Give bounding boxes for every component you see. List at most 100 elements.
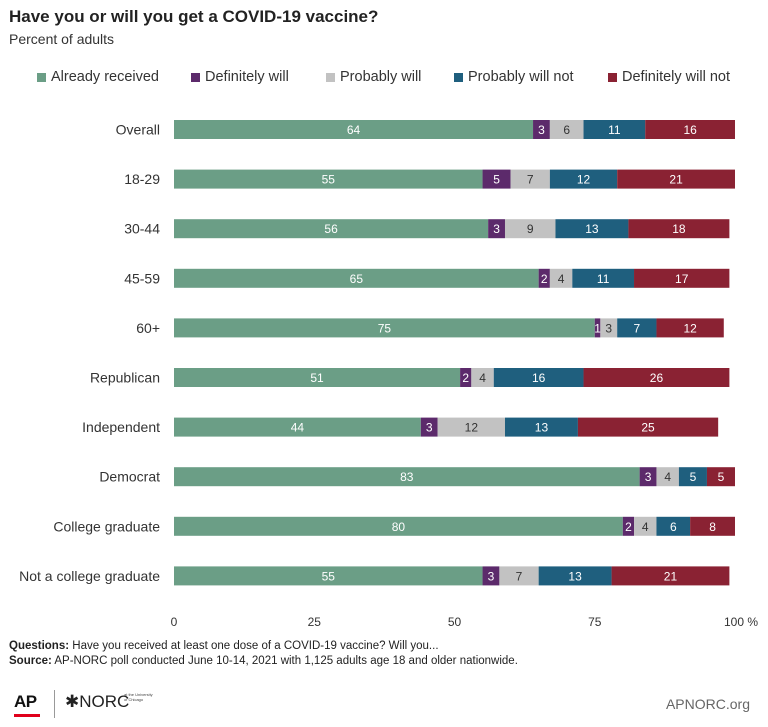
- questions-text: Have you received at least one dose of a…: [69, 640, 439, 652]
- category-label: 18-29: [124, 171, 160, 187]
- legend-swatch: [37, 72, 46, 82]
- data-label: 26: [650, 371, 664, 385]
- bar-segment: [174, 417, 421, 437]
- bar-segment: [594, 318, 601, 338]
- bar-segment: [174, 169, 483, 189]
- bar-segment: [499, 566, 539, 586]
- data-label: 4: [479, 371, 486, 385]
- legend-item: Probably will: [326, 69, 421, 85]
- bar-segment: [611, 566, 730, 586]
- bar-segment: [174, 368, 461, 387]
- data-label: 5: [718, 470, 725, 484]
- data-label: 6: [670, 520, 677, 534]
- bar-segment: [174, 516, 623, 536]
- ap-logo: AP: [14, 692, 37, 711]
- bar-segment: [174, 219, 489, 239]
- bar-segment: [577, 417, 719, 437]
- legend-swatch: [191, 72, 200, 82]
- data-label: 9: [527, 222, 534, 236]
- data-label: 2: [462, 371, 469, 385]
- bar-segment: [504, 417, 578, 437]
- bar-segment: [174, 318, 595, 338]
- bar-segment: [622, 516, 635, 536]
- category-label: Republican: [90, 370, 160, 386]
- bar-segment: [538, 268, 550, 288]
- norc-logo-subtext: at the University of Chicago: [124, 692, 153, 702]
- site-link[interactable]: APNORC.org: [665, 696, 750, 712]
- source-text: AP-NORC poll conducted June 10-14, 2021 …: [51, 655, 518, 667]
- bar-segment: [533, 120, 550, 139]
- bar-segment: [493, 368, 584, 387]
- chart-subtitle: Percent of adults: [9, 31, 115, 47]
- data-label: 4: [664, 470, 671, 484]
- legend-swatch: [608, 72, 617, 82]
- data-label: 12: [465, 421, 479, 435]
- data-label: 3: [605, 321, 612, 335]
- data-label: 4: [642, 520, 649, 534]
- legend-label: Probably will not: [468, 69, 574, 85]
- data-label: 80: [392, 520, 406, 534]
- bar-segment: [678, 467, 707, 487]
- x-tick-label: 25: [308, 615, 322, 629]
- legend-item: Definitely will not: [608, 69, 730, 85]
- data-label: 17: [675, 272, 689, 286]
- x-tick-label: 100 %: [724, 615, 758, 629]
- data-label: 5: [493, 173, 500, 187]
- bar-segment: [656, 318, 724, 338]
- bar-segment: [420, 417, 438, 437]
- data-label: 2: [625, 520, 632, 534]
- bar-segment: [174, 467, 640, 487]
- bar-segment: [549, 268, 573, 288]
- data-label: 11: [597, 272, 610, 286]
- data-label: 3: [645, 470, 652, 484]
- data-label: 55: [322, 569, 336, 583]
- data-label: 13: [585, 222, 599, 236]
- legend-label: Already received: [51, 69, 159, 85]
- legend-item: Definitely will: [191, 69, 289, 85]
- legend-item: Already received: [37, 69, 159, 85]
- data-label: 13: [568, 569, 582, 583]
- bar-segment: [471, 368, 494, 387]
- x-tick-label: 50: [448, 615, 462, 629]
- logo-divider: [54, 690, 55, 718]
- data-label: 11: [608, 123, 621, 137]
- legend-swatch: [326, 72, 335, 82]
- data-label: 12: [577, 173, 591, 187]
- bar-segment: [437, 417, 505, 437]
- bar-segment: [583, 120, 646, 139]
- category-label: College graduate: [53, 518, 160, 534]
- bar-segment: [174, 268, 539, 288]
- footnote-source: Source: AP-NORC poll conducted June 10-1…: [9, 655, 518, 667]
- bar-segment: [634, 268, 730, 288]
- data-label: 3: [488, 569, 495, 583]
- bar-segment: [634, 516, 657, 536]
- data-label: 16: [683, 123, 697, 137]
- bar-segment: [583, 368, 730, 387]
- data-label: 1: [594, 321, 601, 335]
- bar-segment: [656, 516, 691, 536]
- bar-segment: [617, 318, 657, 338]
- data-label: 3: [426, 421, 433, 435]
- data-label: 13: [535, 421, 549, 435]
- data-label: 7: [516, 569, 523, 583]
- category-label: Independent: [82, 419, 160, 435]
- bar-segment: [549, 169, 618, 189]
- data-label: 16: [532, 371, 546, 385]
- data-label: 55: [322, 173, 336, 187]
- category-label: Democrat: [99, 469, 160, 485]
- category-label: 60+: [136, 320, 160, 336]
- data-label: 6: [563, 123, 570, 137]
- legend-label: Definitely will not: [622, 69, 730, 85]
- bar-segment: [600, 318, 618, 338]
- legend-swatch: [454, 72, 463, 82]
- data-label: 21: [669, 173, 683, 187]
- category-label: Overall: [116, 122, 160, 138]
- bar-segment: [510, 169, 550, 189]
- bar-segment: [504, 219, 556, 239]
- norc-logo: ✱NORC: [65, 692, 130, 711]
- legend-label: Definitely will: [205, 69, 289, 85]
- data-label: 7: [633, 321, 640, 335]
- data-label: 5: [690, 470, 697, 484]
- data-label: 3: [493, 222, 500, 236]
